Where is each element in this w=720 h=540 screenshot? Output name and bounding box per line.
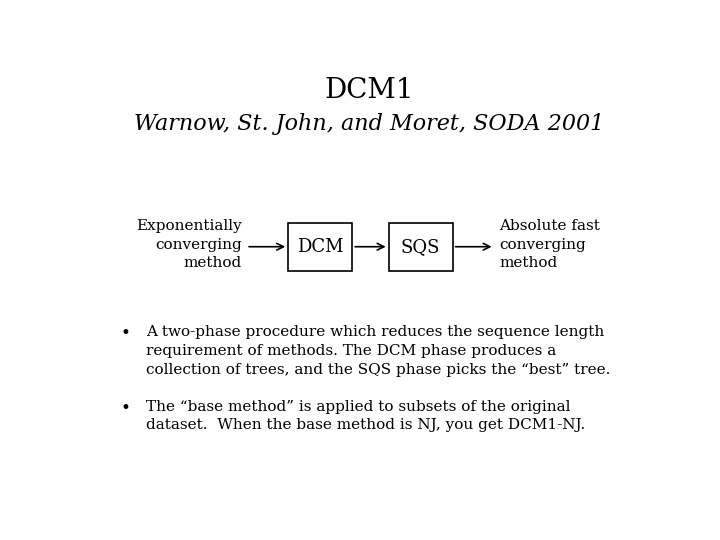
Text: A two-phase procedure which reduces the sequence length
requirement of methods. : A two-phase procedure which reduces the … bbox=[145, 325, 610, 376]
Text: Absolute fast
converging
method: Absolute fast converging method bbox=[499, 219, 600, 270]
Text: Warnow, St. John, and Moret, SODA 2001: Warnow, St. John, and Moret, SODA 2001 bbox=[134, 113, 604, 134]
Text: DCM1: DCM1 bbox=[324, 77, 414, 104]
Text: The “base method” is applied to subsets of the original
dataset.  When the base : The “base method” is applied to subsets … bbox=[145, 400, 585, 433]
Text: DCM: DCM bbox=[297, 238, 343, 256]
Text: •: • bbox=[121, 400, 130, 416]
FancyBboxPatch shape bbox=[389, 223, 453, 271]
FancyBboxPatch shape bbox=[288, 223, 352, 271]
Text: SQS: SQS bbox=[401, 238, 441, 256]
Text: Exponentially
converging
method: Exponentially converging method bbox=[136, 219, 242, 270]
Text: •: • bbox=[121, 325, 130, 342]
